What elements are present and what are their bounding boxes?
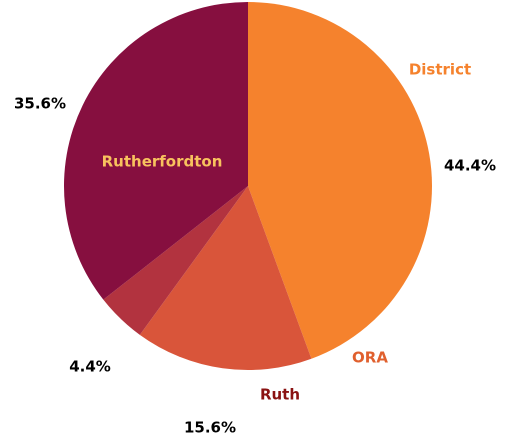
pie-slice xyxy=(103,186,248,335)
slice-label: District xyxy=(409,61,471,79)
pie-slice xyxy=(248,2,432,359)
pie-slice xyxy=(64,2,248,300)
value-label: 44.4% xyxy=(444,157,496,175)
slice-label: ORA xyxy=(352,349,388,367)
slice-label: Ruth xyxy=(260,386,300,404)
value-label: 15.6% xyxy=(184,419,236,437)
pie-slice xyxy=(139,186,312,370)
value-label: 4.4% xyxy=(69,358,111,376)
slice-label: Rutherfordton xyxy=(102,153,223,171)
value-label: 35.6% xyxy=(14,95,66,113)
